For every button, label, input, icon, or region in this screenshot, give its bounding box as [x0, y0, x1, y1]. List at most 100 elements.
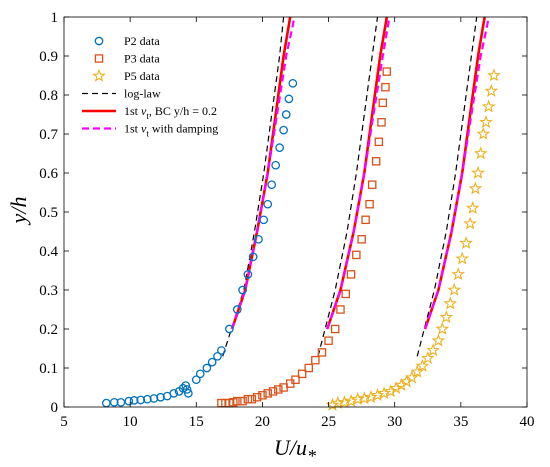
square-marker: [367, 180, 377, 189]
y-tick-label: 0: [51, 400, 59, 416]
y-tick-label: 0.6: [39, 166, 58, 182]
series-line-FF0000-1: [325, 16, 389, 330]
star-marker: [476, 126, 491, 140]
circle-marker: [178, 383, 188, 393]
square-marker: [263, 389, 272, 398]
legend-star-icon: [92, 68, 106, 82]
circle-marker: [169, 388, 179, 398]
square-marker: [247, 394, 257, 404]
square-marker: [341, 289, 351, 299]
y-tick-label: 0.9: [39, 49, 58, 65]
star-marker: [426, 343, 440, 357]
legend-sub: t: [146, 111, 149, 121]
square-marker: [374, 137, 384, 147]
series-line-000000-2: [416, 16, 478, 357]
legend-label-text: P5 data: [124, 69, 160, 83]
square-marker: [233, 396, 242, 406]
legend-square-icon: [94, 54, 104, 63]
legend-label: 1st νt, BC y/h = 0.2: [124, 104, 217, 121]
star-marker: [443, 296, 458, 310]
square-marker: [274, 385, 283, 394]
square-marker: [365, 199, 374, 209]
x-tick-label: 35: [453, 414, 468, 430]
x-tick-label: 20: [255, 414, 270, 430]
circle-marker: [281, 110, 291, 119]
x-tick-label: 15: [189, 414, 204, 430]
star-marker: [330, 395, 345, 409]
star-marker: [337, 395, 352, 409]
circle-marker: [243, 270, 253, 279]
star-marker: [383, 384, 398, 398]
star-marker: [405, 370, 419, 384]
circle-marker: [284, 94, 294, 104]
square-marker: [317, 348, 327, 357]
circle-marker: [116, 397, 126, 407]
circle-marker: [254, 234, 263, 244]
square-marker: [352, 250, 361, 260]
circle-marker: [263, 199, 273, 209]
x-axis-label-main: U/u: [274, 435, 307, 460]
star-marker: [394, 378, 409, 391]
square-marker: [357, 235, 366, 244]
legend-nu: ν: [141, 122, 147, 136]
circle-marker: [195, 369, 205, 379]
square-marker: [382, 67, 392, 76]
square-marker: [311, 355, 320, 365]
circle-marker: [109, 397, 119, 407]
legend-rest: , BC y/h = 0.2: [149, 104, 217, 118]
legend-entry: P3 data: [94, 52, 160, 66]
y-axis-label: y/h: [6, 197, 31, 226]
star-marker: [447, 282, 462, 296]
legend-label-text: 1st: [124, 122, 139, 136]
square-marker: [371, 157, 381, 166]
legend-sub: t: [146, 129, 149, 139]
circle-marker: [124, 396, 134, 406]
star-marker: [465, 200, 480, 214]
star-marker: [484, 83, 499, 97]
series-line-FF00FF-1: [326, 16, 391, 330]
star-marker: [455, 251, 470, 265]
circle-marker: [129, 396, 139, 405]
star-marker: [451, 267, 466, 281]
y-tick-label: 0.7: [39, 127, 58, 143]
y-tick-label: 0.8: [39, 88, 58, 104]
square-marker: [238, 396, 247, 406]
y-tick-label: 0.1: [39, 361, 58, 377]
circle-marker: [182, 385, 192, 394]
star-marker: [410, 364, 425, 378]
tick-labels: 5 10 15 20 25 30 35 40 0 0.1 0.2 0.3 0.4 0.5 0.6 0.7 0.8…: [39, 10, 534, 430]
square-marker: [377, 118, 386, 127]
square-marker: [361, 215, 370, 225]
square-marker: [346, 270, 356, 279]
star-marker: [459, 235, 474, 249]
star-marker: [487, 68, 501, 82]
circle-marker: [267, 180, 277, 190]
legend-label: log-law: [124, 87, 161, 101]
axes: [63, 16, 528, 408]
series-line-FF0000-0: [230, 16, 292, 330]
x-tick-label: 10: [123, 414, 138, 430]
square-marker: [324, 336, 333, 345]
circle-marker: [217, 346, 226, 355]
x-axis-label: U/u*: [274, 435, 316, 466]
star-marker: [415, 358, 430, 372]
star-marker: [471, 165, 485, 179]
legend-entry: 1st νt, BC y/h = 0.2: [82, 104, 217, 121]
square-marker: [291, 375, 300, 384]
square-marker: [330, 324, 340, 334]
legend-label-text: P3 data: [124, 52, 160, 66]
circle-marker: [181, 381, 191, 390]
circle-marker: [271, 160, 281, 170]
circle-marker: [142, 394, 152, 404]
star-marker: [468, 181, 483, 195]
legend-label: P2 data: [124, 34, 160, 48]
circle-marker: [213, 351, 222, 361]
star-marker: [481, 99, 496, 113]
series-line-FF00FF-0: [230, 16, 296, 330]
star-marker: [350, 392, 365, 405]
y-tick-label: 1: [51, 10, 59, 26]
circle-marker: [225, 324, 234, 334]
circle-marker: [288, 78, 298, 88]
square-marker: [268, 387, 278, 396]
